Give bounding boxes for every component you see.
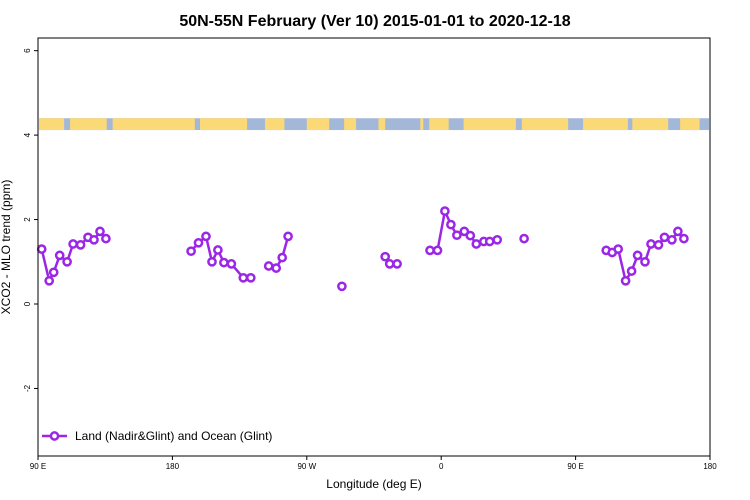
data-point — [384, 259, 395, 269]
data-point — [36, 244, 47, 254]
land-segment — [420, 118, 424, 131]
data-series — [36, 206, 689, 292]
data-point — [226, 259, 237, 269]
data-point — [213, 245, 223, 255]
data-point — [519, 233, 529, 244]
data-point — [484, 236, 495, 247]
data-point — [54, 250, 65, 261]
legend-label: Land (Nadir&Glint) and Ocean (Glint) — [75, 429, 272, 443]
data-point — [101, 233, 111, 244]
data-point — [626, 266, 637, 276]
data-point — [62, 256, 72, 267]
surface-band — [39, 118, 709, 131]
data-point — [380, 251, 391, 262]
data-point — [452, 230, 462, 241]
data-point — [673, 226, 683, 237]
x-tick-label: 0 — [439, 462, 444, 471]
data-point — [646, 239, 656, 249]
y-tick-label: 4 — [23, 132, 32, 137]
y-axis-label: XCO2 - MLO trend (ppm) — [0, 180, 13, 315]
land-segment — [264, 118, 285, 131]
land-segment — [306, 118, 330, 131]
data-point — [492, 234, 503, 245]
data-point — [186, 246, 196, 257]
data-point — [653, 240, 664, 250]
tick-labels: 90 E 180 90 W 0 90 E 180 -2 0 2 4 6 — [23, 48, 717, 471]
y-tick-label: -2 — [23, 384, 32, 392]
data-point — [465, 230, 476, 241]
land-segment — [583, 118, 628, 131]
data-point — [471, 239, 482, 249]
land-segment — [463, 118, 516, 131]
data-point — [68, 239, 78, 249]
data-point — [667, 234, 677, 245]
land-segment — [70, 118, 107, 131]
data-point — [201, 231, 211, 242]
y-tick-label: 0 — [23, 301, 32, 306]
chart-title: 50N-55N February (Ver 10) 2015-01-01 to … — [179, 13, 570, 30]
land-segment — [680, 118, 700, 131]
data-point — [440, 206, 450, 216]
data-point — [271, 263, 282, 273]
y-tick-label: 6 — [23, 48, 32, 53]
land-segment — [378, 118, 386, 131]
land-segment — [112, 118, 195, 131]
land-segment — [521, 118, 569, 131]
data-point — [679, 233, 689, 244]
data-point — [425, 245, 435, 256]
data-point — [446, 219, 456, 230]
land-segment — [429, 118, 449, 131]
data-point — [263, 261, 274, 271]
x-tick-label: 90 E — [567, 462, 583, 471]
x-tick-label: 90 W — [297, 462, 316, 471]
land-segment — [200, 118, 248, 131]
data-point — [193, 237, 204, 248]
legend-marker — [49, 431, 60, 441]
x-tick-label: 90 E — [30, 462, 46, 471]
x-tick-label: 180 — [166, 462, 180, 471]
land-segment — [39, 118, 65, 131]
data-point — [95, 226, 105, 237]
data-point — [48, 267, 59, 278]
data-point — [277, 252, 288, 263]
x-tick-label: 180 — [703, 462, 717, 471]
land-segment — [632, 118, 669, 131]
data-point — [392, 259, 402, 269]
data-point — [75, 240, 86, 250]
data-point — [219, 257, 229, 268]
data-point — [238, 272, 249, 283]
plot-frame — [37, 37, 711, 457]
data-point — [337, 281, 347, 292]
data-point — [613, 244, 624, 254]
y-tick-label: 2 — [23, 217, 32, 222]
data-point — [207, 256, 217, 267]
legend: Land (Nadir&Glint) and Ocean (Glint) — [42, 429, 272, 443]
data-point — [632, 250, 643, 261]
data-point — [659, 232, 670, 243]
data-point — [432, 245, 443, 256]
data-point — [44, 275, 55, 286]
data-point — [620, 275, 631, 286]
data-point — [283, 231, 293, 242]
data-point — [89, 234, 99, 245]
x-axis-label: Longitude (deg E) — [326, 477, 421, 491]
data-point — [245, 272, 256, 283]
data-point — [640, 256, 650, 267]
land-segment — [344, 118, 357, 131]
ocean-band — [39, 118, 709, 131]
